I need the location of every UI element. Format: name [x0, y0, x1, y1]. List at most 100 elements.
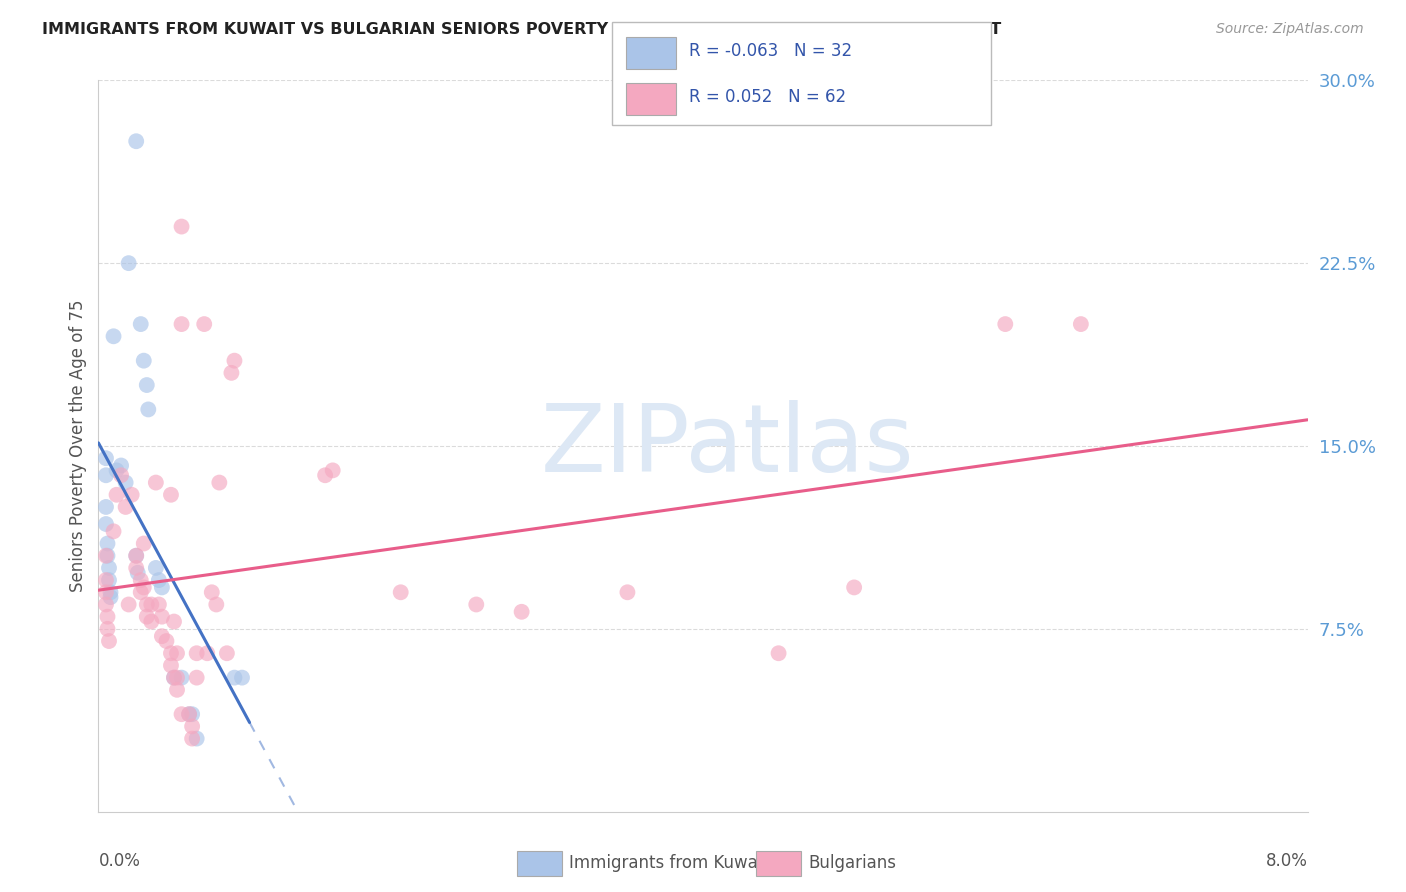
Point: [98, 573, 121, 587]
Point: [155, 634, 177, 648]
Point: [136, 402, 159, 417]
Point: [195, 646, 218, 660]
Point: [141, 615, 163, 629]
Point: [129, 585, 152, 599]
Point: [160, 646, 183, 660]
Point: [166, 646, 188, 660]
Point: [170, 317, 193, 331]
Point: [179, 707, 201, 722]
Point: [132, 581, 155, 595]
Point: [768, 646, 790, 660]
Point: [121, 488, 143, 502]
Point: [163, 615, 186, 629]
Point: [132, 536, 155, 550]
Point: [110, 468, 132, 483]
Text: ZIPatlas: ZIPatlas: [540, 400, 914, 492]
Point: [105, 463, 128, 477]
Text: Immigrants from Kuwait: Immigrants from Kuwait: [569, 855, 769, 872]
Point: [114, 475, 136, 490]
Point: [125, 561, 148, 575]
Point: [96, 536, 118, 550]
Point: [94, 500, 117, 514]
Point: [616, 585, 638, 599]
Point: [145, 475, 167, 490]
Point: [163, 671, 186, 685]
Point: [170, 219, 193, 234]
Point: [94, 468, 117, 483]
Point: [127, 566, 149, 580]
Point: [994, 317, 1017, 331]
Point: [132, 353, 155, 368]
Point: [201, 585, 224, 599]
Point: [150, 629, 173, 643]
Point: [170, 707, 193, 722]
Point: [510, 605, 533, 619]
Point: [163, 671, 186, 685]
Point: [844, 581, 866, 595]
Point: [215, 646, 238, 660]
Point: [465, 598, 488, 612]
Point: [125, 549, 148, 563]
Y-axis label: Seniors Poverty Over the Age of 75: Seniors Poverty Over the Age of 75: [69, 300, 87, 592]
Point: [105, 488, 128, 502]
Point: [100, 590, 122, 604]
Point: [94, 549, 117, 563]
Point: [94, 516, 117, 531]
Point: [94, 598, 117, 612]
Point: [205, 598, 228, 612]
Point: [186, 671, 208, 685]
Point: [141, 598, 163, 612]
Point: [94, 573, 117, 587]
Point: [148, 573, 170, 587]
Point: [103, 329, 125, 343]
Point: [118, 598, 141, 612]
Point: [181, 719, 204, 733]
Point: [186, 731, 208, 746]
Text: 0.0%: 0.0%: [98, 852, 141, 870]
Point: [125, 134, 148, 148]
Point: [186, 646, 208, 660]
Point: [314, 468, 336, 483]
Point: [231, 671, 253, 685]
Point: [193, 317, 215, 331]
Point: [221, 366, 243, 380]
Point: [160, 658, 183, 673]
Point: [100, 585, 122, 599]
Point: [129, 573, 152, 587]
Point: [389, 585, 412, 599]
Point: [103, 524, 125, 539]
Text: 8.0%: 8.0%: [1265, 852, 1308, 870]
Point: [181, 707, 204, 722]
Point: [118, 256, 141, 270]
Point: [129, 317, 152, 331]
Point: [208, 475, 231, 490]
Text: IMMIGRANTS FROM KUWAIT VS BULGARIAN SENIORS POVERTY OVER THE AGE OF 75 CORRELATI: IMMIGRANTS FROM KUWAIT VS BULGARIAN SENI…: [42, 22, 1001, 37]
Point: [181, 731, 204, 746]
Point: [166, 682, 188, 697]
Point: [148, 598, 170, 612]
Point: [224, 671, 246, 685]
Text: Bulgarians: Bulgarians: [808, 855, 897, 872]
Point: [224, 353, 246, 368]
Point: [135, 609, 157, 624]
Point: [150, 609, 173, 624]
Point: [135, 378, 157, 392]
Text: Source: ZipAtlas.com: Source: ZipAtlas.com: [1216, 22, 1364, 37]
Point: [1070, 317, 1092, 331]
Point: [96, 549, 118, 563]
Point: [166, 671, 188, 685]
Point: [110, 458, 132, 473]
Point: [94, 585, 117, 599]
Point: [98, 634, 121, 648]
Point: [150, 581, 173, 595]
Point: [170, 671, 193, 685]
Point: [322, 463, 344, 477]
Point: [98, 561, 121, 575]
Point: [94, 451, 117, 466]
Point: [145, 561, 167, 575]
Point: [135, 598, 157, 612]
Point: [114, 500, 136, 514]
Point: [125, 549, 148, 563]
Point: [179, 707, 201, 722]
Point: [160, 488, 183, 502]
